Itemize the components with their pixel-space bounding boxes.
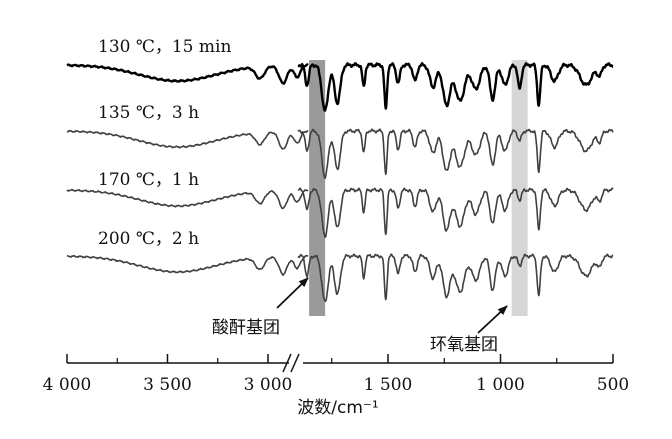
annotation-label-2: 环氧基团 bbox=[430, 335, 498, 355]
series-line-3-low bbox=[297, 187, 614, 238]
annotation-arrow-2 bbox=[477, 305, 508, 334]
series-label-2: 135 ℃，3 h bbox=[98, 103, 199, 123]
series-labels: 130 ℃，15 min 135 ℃，3 h 170 ℃，1 h 200 ℃，2 h bbox=[98, 37, 231, 249]
series-line-1-low bbox=[297, 62, 614, 112]
highlight-band-2 bbox=[511, 60, 528, 316]
x-tick-label-2: 3 500 bbox=[143, 375, 192, 395]
series-label-3: 170 ℃，1 h bbox=[98, 170, 199, 190]
series-line-3-high bbox=[66, 188, 309, 210]
highlight-band-1 bbox=[309, 60, 326, 316]
annotation-label-1: 酸酐基团 bbox=[212, 318, 280, 338]
highlight-bands bbox=[309, 60, 528, 316]
axis-break-mark-1 bbox=[282, 353, 292, 373]
series-line-2-low bbox=[297, 128, 614, 180]
series-line-2-high bbox=[66, 129, 309, 150]
x-axis-title: 波数/cm⁻¹ bbox=[297, 398, 378, 418]
series-line-4-low bbox=[297, 253, 614, 302]
x-tick-label-5: 1 000 bbox=[476, 375, 525, 395]
x-tick-label-4: 1 500 bbox=[364, 375, 413, 395]
series-line-1-high bbox=[66, 63, 309, 85]
axis-break-mark-2 bbox=[290, 353, 300, 373]
series-label-4: 200 ℃，2 h bbox=[98, 229, 199, 249]
x-axis: 4 000 3 500 3 000 1 500 1 000 500 bbox=[43, 353, 629, 395]
series-line-4-high bbox=[66, 254, 309, 276]
x-tick-label-1: 4 000 bbox=[43, 375, 92, 395]
spectra-series bbox=[66, 62, 614, 302]
x-tick-label-3: 3 000 bbox=[244, 375, 293, 395]
x-tick-label-6: 500 bbox=[597, 375, 629, 395]
annotation-arrow-1 bbox=[276, 277, 309, 309]
series-label-1: 130 ℃，15 min bbox=[98, 37, 231, 57]
